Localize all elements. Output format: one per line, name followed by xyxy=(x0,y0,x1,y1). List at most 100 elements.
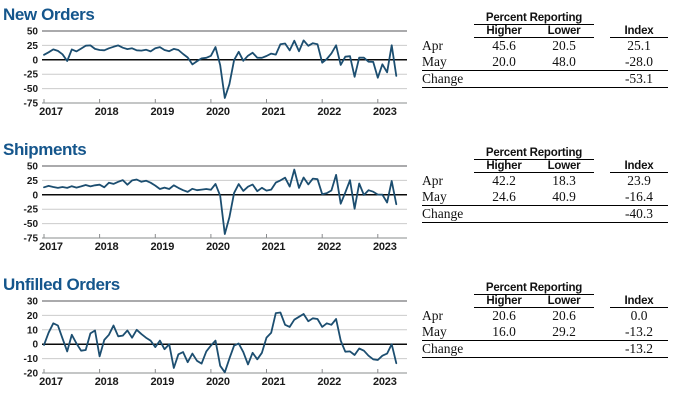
section-new-orders: New Orders 50 25 0 -25 -50 -75 2017 2018 2019 202… xyxy=(0,0,680,135)
lower-column-header: Lower xyxy=(534,159,594,173)
table-row-apr: Apr 42.2 18.3 23.9 xyxy=(422,173,668,190)
svg-text:25: 25 xyxy=(27,176,39,187)
svg-text:2017: 2017 xyxy=(39,241,63,253)
table-row-may: May 24.6 40.9 -16.4 xyxy=(422,189,668,206)
new-orders-table: Percent Reporting Higher Lower Index Apr… xyxy=(422,12,668,88)
table-row-apr: Apr 45.6 20.5 25.1 xyxy=(422,38,668,55)
index-value: -13.2 xyxy=(610,324,668,341)
svg-text:-75: -75 xyxy=(24,99,39,110)
higher-column-header: Higher xyxy=(474,24,534,38)
table-row-apr: Apr 20.6 20.6 0.0 xyxy=(422,308,668,325)
shipments-chart-column: Shipments 50 25 0 -25 -50 -75 2017 2018 2019 2020… xyxy=(0,139,420,270)
shipments-table: Percent Reporting Higher Lower Index Apr… xyxy=(422,147,668,223)
index-value: 23.9 xyxy=(627,173,651,188)
svg-text:2019: 2019 xyxy=(150,106,174,118)
svg-text:-20: -20 xyxy=(24,369,39,380)
table-row-may: May 16.0 29.2 -13.2 xyxy=(422,324,668,341)
svg-text:2018: 2018 xyxy=(95,376,119,388)
unfilled-orders-chart-column: Unfilled Orders 30 20 10 0 -10 -20 2017 2018 201… xyxy=(0,274,420,405)
lower-value: 40.9 xyxy=(534,189,594,206)
svg-text:-50: -50 xyxy=(24,219,39,230)
unfilled-orders-line-chart: 30 20 10 0 -10 -20 2017 2018 2019 2020 2021 2022 202… xyxy=(0,296,420,390)
row-label: May xyxy=(422,54,474,71)
table-row-change: Change -53.1 xyxy=(422,70,668,88)
row-label: May xyxy=(422,189,474,206)
higher-value: 42.2 xyxy=(492,173,516,188)
unfilled-orders-table: Percent Reporting Higher Lower Index Apr… xyxy=(422,282,668,358)
lower-value: 48.0 xyxy=(534,54,594,71)
svg-text:25: 25 xyxy=(27,41,39,52)
unfilled-orders-title: Unfilled Orders xyxy=(3,275,120,294)
svg-text:2017: 2017 xyxy=(39,376,63,388)
svg-text:2018: 2018 xyxy=(95,241,119,253)
lower-value: 18.3 xyxy=(552,173,576,188)
lower-column-header: Lower xyxy=(534,294,594,308)
svg-text:0: 0 xyxy=(32,55,38,66)
table-row-change: Change -40.3 xyxy=(422,205,668,223)
group-header-row: Percent Reporting xyxy=(422,12,668,25)
svg-text:-50: -50 xyxy=(24,84,39,95)
column-header-row: Higher Lower Index xyxy=(422,24,668,38)
svg-text:2023: 2023 xyxy=(373,241,397,253)
shipments-line-chart: 50 25 0 -25 -50 -75 2017 2018 2019 2020 2021 2022 20… xyxy=(0,161,420,255)
svg-text:2019: 2019 xyxy=(150,241,174,253)
svg-text:30: 30 xyxy=(27,297,39,308)
index-value: 0.0 xyxy=(630,308,648,323)
group-header-row: Percent Reporting xyxy=(422,282,668,295)
svg-text:0: 0 xyxy=(32,340,38,351)
higher-value: 45.6 xyxy=(492,38,516,53)
lower-value: 20.6 xyxy=(552,308,576,323)
section-unfilled-orders: Unfilled Orders 30 20 10 0 -10 -20 2017 2018 201… xyxy=(0,270,680,405)
row-label: Change xyxy=(422,70,474,88)
svg-text:2021: 2021 xyxy=(262,106,286,118)
index-value: -16.4 xyxy=(610,189,668,206)
row-label: Change xyxy=(422,205,474,223)
lower-column-header: Lower xyxy=(534,24,594,38)
svg-text:20: 20 xyxy=(27,311,39,322)
svg-text:2021: 2021 xyxy=(262,241,286,253)
higher-value: 20.0 xyxy=(474,54,534,71)
svg-text:2019: 2019 xyxy=(150,376,174,388)
shipments-table-column: Percent Reporting Higher Lower Index Apr… xyxy=(420,139,680,270)
row-label: Change xyxy=(422,340,474,358)
higher-value: 20.6 xyxy=(492,308,516,323)
index-column-header: Index xyxy=(610,294,668,308)
new-orders-table-column: Percent Reporting Higher Lower Index Apr… xyxy=(420,4,680,135)
svg-text:2022: 2022 xyxy=(317,376,341,388)
column-header-row: Higher Lower Index xyxy=(422,294,668,308)
svg-text:2018: 2018 xyxy=(95,106,119,118)
svg-text:0: 0 xyxy=(32,190,38,201)
index-column-header: Index xyxy=(610,24,668,38)
svg-text:2022: 2022 xyxy=(317,241,341,253)
index-column-header: Index xyxy=(610,159,668,173)
svg-text:50: 50 xyxy=(27,162,39,173)
shipments-title: Shipments xyxy=(3,140,87,159)
new-orders-line-chart: 50 25 0 -25 -50 -75 2017 2018 2019 2020 2021 2022 20… xyxy=(0,26,420,120)
table-row-change: Change -13.2 xyxy=(422,340,668,358)
svg-text:-25: -25 xyxy=(24,205,39,216)
row-label: Apr xyxy=(422,172,443,188)
lower-value: 20.5 xyxy=(552,38,576,53)
svg-text:2021: 2021 xyxy=(262,376,286,388)
higher-value: 16.0 xyxy=(474,324,534,341)
lower-value: 29.2 xyxy=(534,324,594,341)
row-label: Apr xyxy=(422,37,443,53)
higher-column-header: Higher xyxy=(474,294,534,308)
percent-reporting-header: Percent Reporting xyxy=(474,12,594,25)
new-orders-chart-column: New Orders 50 25 0 -25 -50 -75 2017 2018 2019 202… xyxy=(0,4,420,135)
percent-reporting-header: Percent Reporting xyxy=(474,282,594,295)
higher-column-header: Higher xyxy=(474,159,534,173)
svg-text:2022: 2022 xyxy=(317,106,341,118)
index-value: -28.0 xyxy=(610,54,668,71)
svg-text:2020: 2020 xyxy=(206,241,230,253)
column-header-row: Higher Lower Index xyxy=(422,159,668,173)
svg-text:2017: 2017 xyxy=(39,106,63,118)
section-shipments: Shipments 50 25 0 -25 -50 -75 2017 2018 2019 2020… xyxy=(0,135,680,270)
svg-text:2020: 2020 xyxy=(206,376,230,388)
svg-text:2020: 2020 xyxy=(206,106,230,118)
index-value: -53.1 xyxy=(610,70,668,88)
unfilled-orders-table-column: Percent Reporting Higher Lower Index Apr… xyxy=(420,274,680,405)
svg-text:-75: -75 xyxy=(24,234,39,245)
svg-text:-25: -25 xyxy=(24,70,39,81)
group-header-row: Percent Reporting xyxy=(422,147,668,160)
